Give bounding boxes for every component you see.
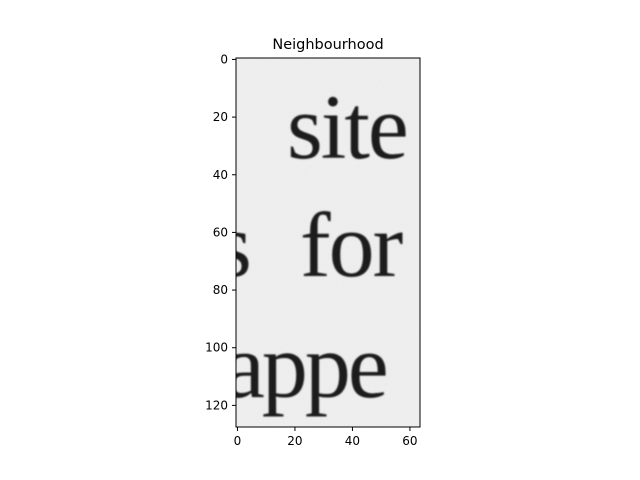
x-tick-label: 0	[234, 434, 242, 448]
glyph-row-site: site	[287, 76, 407, 178]
axes-frame	[235, 57, 421, 428]
y-tick-label: 40	[213, 168, 228, 182]
y-axis: 0 20 40 60 80 100 120	[205, 52, 236, 412]
x-tick-label: 40	[345, 434, 360, 448]
figure-title: Neighbourhood	[272, 37, 383, 53]
y-tick-label: 80	[213, 283, 228, 297]
y-tick-label: 0	[220, 52, 228, 66]
paper-grain	[236, 58, 420, 427]
y-tick-label: 120	[205, 398, 228, 412]
glyph-row-s-for: s	[216, 194, 252, 296]
glyph-row-appe: appe	[224, 315, 386, 417]
x-axis: 0 20 40 60	[234, 427, 418, 448]
glyph-row-for: for	[300, 194, 403, 296]
text-fragments: site s for appe	[216, 76, 409, 417]
y-tick-label: 60	[213, 225, 228, 239]
x-tick-label: 20	[287, 434, 302, 448]
y-tick-label: 20	[213, 110, 228, 124]
y-tick-label: 100	[205, 341, 228, 355]
x-tick-label: 60	[402, 434, 417, 448]
image-crop: site s for appe	[216, 58, 420, 427]
